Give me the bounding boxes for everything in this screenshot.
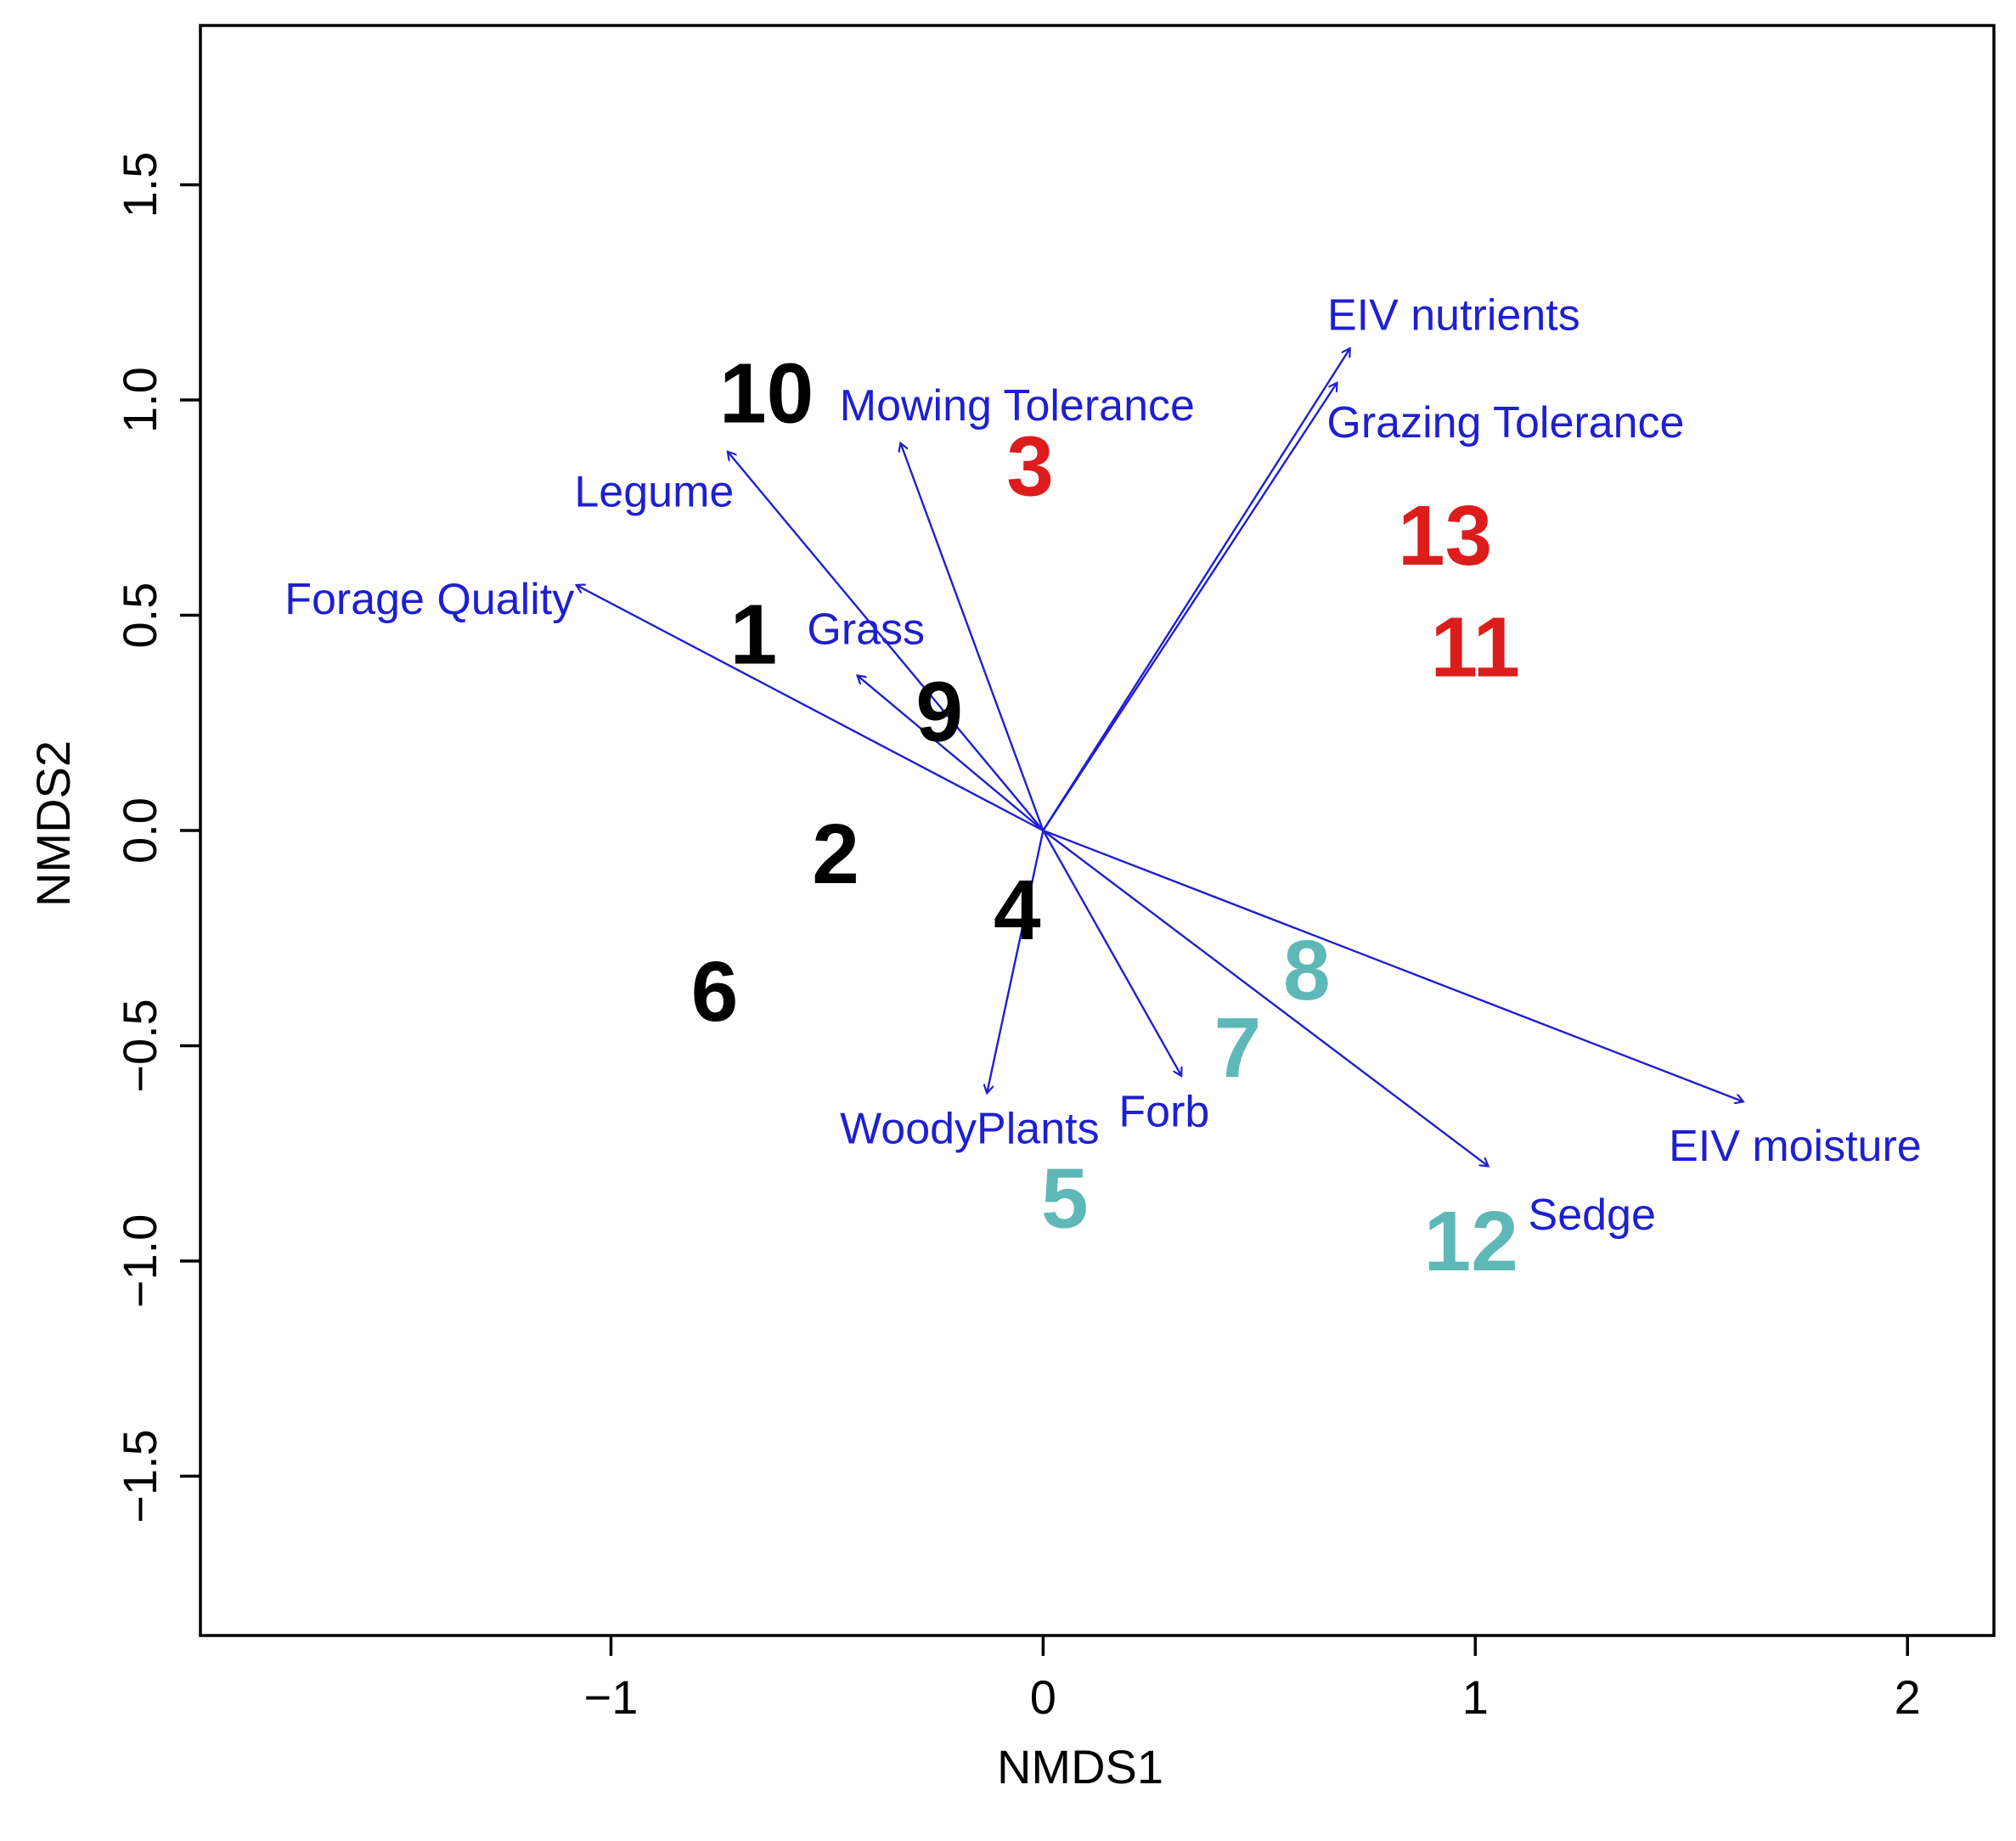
site-label: 12 [1424,1194,1518,1289]
y-axis: −1.5 −1.0 −0.5 0.0 0.5 1.0 1.5 [113,152,200,1523]
vector-label: WoodyPlants [840,1105,1099,1154]
site-label: 5 [1041,1151,1089,1246]
vector-arrow [1042,829,1743,1101]
vector-arrow [1042,383,1337,831]
vector-label: Forage Quality [284,575,574,624]
site-label: 7 [1214,1000,1262,1095]
x-tick-label: −1 [584,1670,639,1724]
site-label: 2 [812,807,859,902]
site-label: 8 [1283,923,1331,1018]
x-axis-title: NMDS1 [997,1740,1163,1793]
site-label: 4 [994,863,1041,958]
x-axis: −1 0 1 2 [584,1636,1921,1724]
vector-arrow [858,675,1045,831]
site-label: 6 [691,944,739,1039]
vector-label: Grazing Tolerance [1326,398,1684,448]
site-label: 11 [1430,600,1520,695]
vector-arrow [577,585,1044,832]
vector-arrow [900,443,1045,831]
site-label: 3 [1006,419,1054,515]
site-label: 1 [730,587,778,682]
vector-label: Mowing Tolerance [840,381,1195,431]
vector-arrow [1042,830,1488,1166]
x-tick-label: 0 [1030,1670,1056,1724]
vector-label: Forb [1118,1087,1209,1136]
plot-frame [199,24,1996,1637]
y-tick-label: 1.0 [113,367,166,433]
y-tick-label: −1.5 [113,1429,166,1523]
vector-arrow [1042,348,1349,831]
vector-label: Grass [807,605,925,655]
x-tick-label: 1 [1462,1670,1489,1724]
y-axis-title: NMDS2 [26,740,80,907]
vector-label: Legume [574,467,734,516]
vector-label: EIV moisture [1669,1122,1922,1171]
x-tick-label: 2 [1895,1670,1921,1724]
y-tick-label: 0.5 [113,583,166,649]
vector-arrow [987,830,1045,1093]
y-tick-label: 0.0 [113,797,166,864]
vector-arrow [1042,830,1181,1076]
y-tick-label: 1.5 [113,152,166,218]
y-tick-label: −1.0 [113,1214,166,1309]
y-tick-label: −0.5 [113,999,166,1093]
site-label: 10 [719,346,814,441]
site-label: 9 [915,665,963,760]
vectors-layer: Forage Quality Legume Mowing Tolerance Gras… [284,290,1922,1240]
vector-arrow [728,452,1045,831]
vector-label: EIV nutrients [1327,290,1580,340]
site-label: 13 [1398,488,1492,583]
vector-label: Sedge [1529,1191,1656,1240]
